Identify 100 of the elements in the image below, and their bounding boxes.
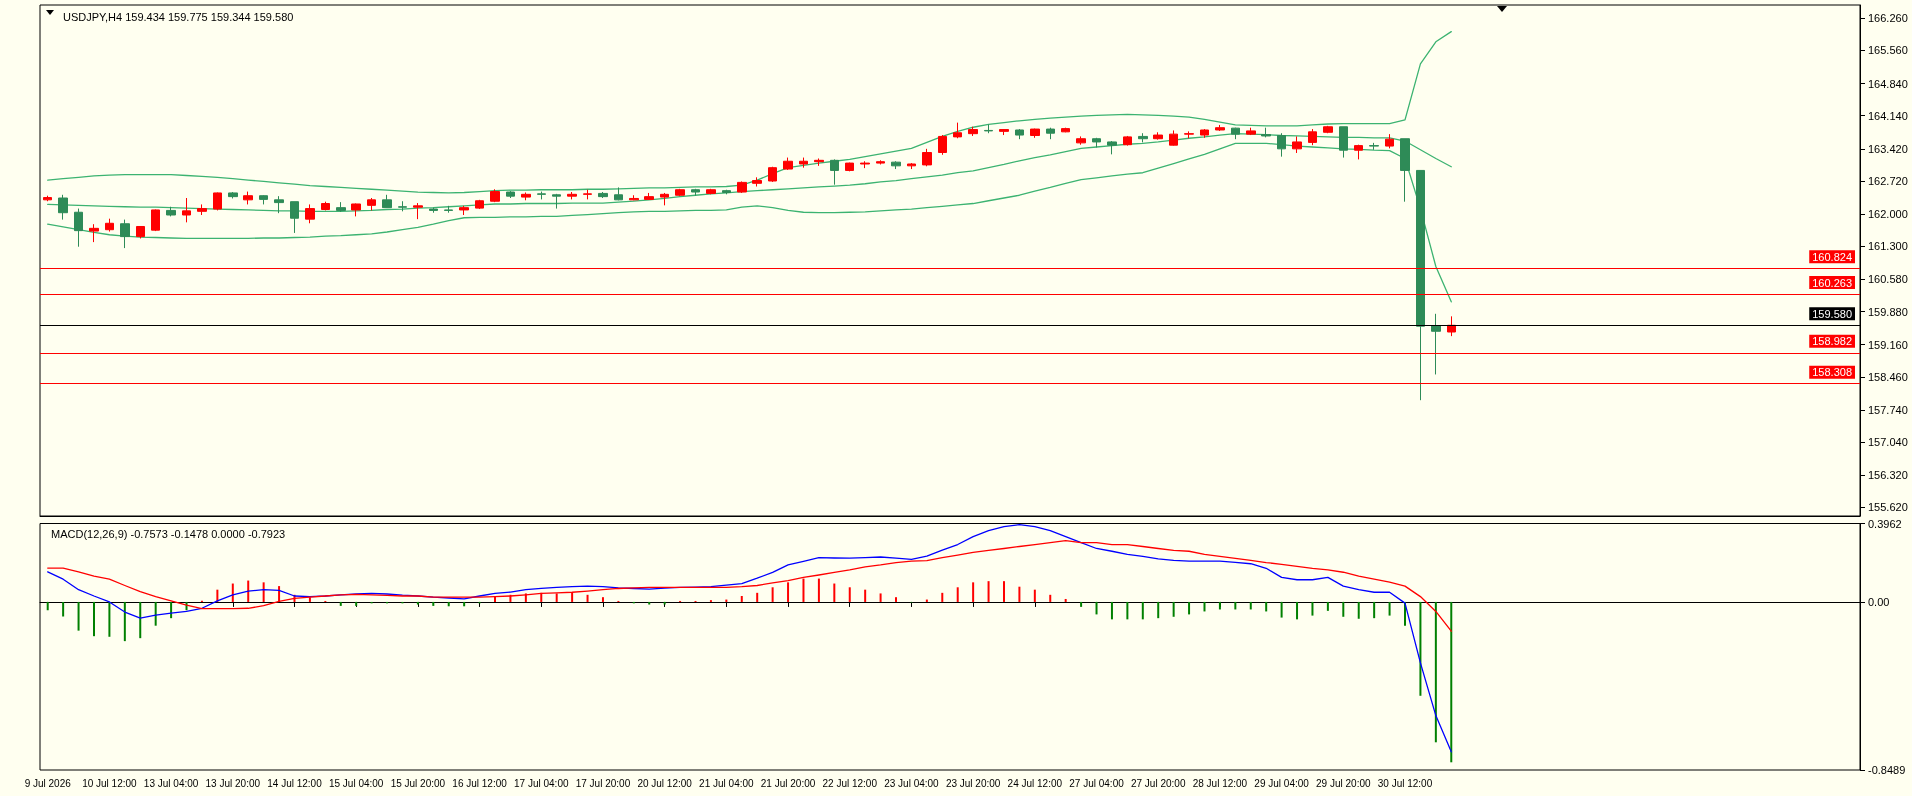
- y-tick-label: 163.420: [1868, 142, 1908, 155]
- line-series: [47, 539, 1452, 632]
- x-tick-label: 13 Jul 04:00: [143, 777, 199, 789]
- candlestick: [151, 208, 160, 232]
- bar: [1234, 601, 1237, 610]
- y-tick-label: 166.260: [1868, 12, 1908, 25]
- candlestick: [1416, 169, 1425, 401]
- ref-line-label: 160.824: [1812, 250, 1852, 263]
- candlestick: [1138, 132, 1148, 143]
- bar: [648, 601, 651, 605]
- candlestick: [305, 203, 315, 224]
- bar: [1419, 601, 1422, 696]
- candlestick: [614, 186, 623, 201]
- bar: [170, 601, 173, 619]
- candlestick: [1030, 128, 1040, 139]
- candlestick: [43, 195, 52, 202]
- candlestick: [351, 203, 361, 217]
- bar: [1188, 601, 1191, 615]
- candlestick: [1231, 127, 1240, 140]
- candlestick: [891, 160, 901, 170]
- x-tick-label: 20 Jul 12:00: [637, 777, 693, 789]
- candlestick: [860, 160, 870, 169]
- x-tick-label: 29 Jul 04:00: [1254, 777, 1310, 789]
- candlestick: [1200, 128, 1209, 139]
- candlestick: [1215, 124, 1225, 132]
- candlestick: [259, 194, 268, 205]
- bar: [740, 596, 743, 602]
- x-tick-label: 23 Jul 04:00: [884, 777, 940, 789]
- y-tick-label: 161.300: [1868, 240, 1908, 253]
- y-tick-label: 162.000: [1868, 208, 1908, 221]
- candlestick: [567, 191, 577, 200]
- x-tick-label: 24 Jul 12:00: [1007, 777, 1063, 789]
- candlestick: [660, 192, 669, 206]
- candlestick: [321, 201, 330, 211]
- candlestick: [1277, 132, 1286, 158]
- y-tick-label: 156.320: [1868, 469, 1908, 482]
- bar: [262, 582, 265, 602]
- bar: [1249, 601, 1252, 610]
- candlestick: [105, 218, 114, 233]
- candlestick: [1339, 126, 1348, 159]
- candlestick: [629, 194, 639, 201]
- bar: [1388, 601, 1391, 616]
- bar: [1296, 601, 1299, 620]
- candlestick: [120, 219, 130, 249]
- bar: [771, 587, 774, 602]
- candlestick: [830, 158, 839, 186]
- bar: [1110, 601, 1113, 620]
- y-tick-label: 0.3962: [1868, 517, 1902, 530]
- bar: [1265, 601, 1268, 612]
- bar: [987, 581, 990, 602]
- bar: [123, 601, 126, 642]
- candlestick: [1169, 129, 1178, 147]
- candlestick: [706, 188, 716, 195]
- bar: [92, 601, 95, 637]
- candlestick: [938, 134, 947, 156]
- candlestick: [1292, 135, 1302, 154]
- candlestick: [1431, 313, 1441, 375]
- x-tick-label: 14 Jul 12:00: [267, 777, 323, 789]
- candlestick: [722, 189, 731, 195]
- y-tick-label: 164.140: [1868, 109, 1908, 122]
- candlestick: [382, 194, 392, 209]
- x-tick-label: 15 Jul 04:00: [328, 777, 384, 789]
- candlestick: [1061, 127, 1070, 133]
- y-tick-label: 164.840: [1868, 77, 1908, 90]
- text: USDJPY,H4 159.434 159.775 159.344 159.580: [63, 10, 294, 23]
- y-tick-label: 157.040: [1868, 436, 1908, 449]
- y-tick-label: 165.560: [1868, 44, 1908, 57]
- candlestick: [398, 200, 407, 212]
- bar: [972, 582, 975, 602]
- chart-title: MACD(12,26,9) -0.7573 -0.1478 0.0000 -0.7923: [51, 527, 286, 540]
- candlestick: [213, 191, 222, 211]
- bar: [1095, 601, 1098, 615]
- bar: [571, 592, 574, 602]
- x-tick-label: 21 Jul 04:00: [699, 777, 755, 789]
- candlestick: [999, 128, 1009, 136]
- candlestick: [1400, 138, 1410, 203]
- x-tick-label: 10 Jul 12:00: [82, 777, 138, 789]
- candlestick: [1184, 130, 1194, 139]
- bar: [77, 601, 80, 631]
- bar: [1172, 601, 1175, 617]
- bar: [879, 593, 882, 602]
- bar: [1450, 601, 1453, 763]
- ref-line-label: 160.263: [1812, 276, 1852, 289]
- x-tick-label: 30 Jul 12:00: [1377, 777, 1433, 789]
- candlestick: [367, 197, 376, 211]
- bar: [1157, 601, 1160, 619]
- bar: [1342, 601, 1345, 617]
- candlestick: [490, 188, 500, 203]
- bar: [817, 578, 820, 602]
- bar: [62, 601, 65, 617]
- y-tick-label: 0.00: [1868, 595, 1890, 608]
- candlestick: [1153, 131, 1163, 141]
- bar: [555, 593, 558, 602]
- candlestick: [444, 205, 453, 214]
- bar: [833, 583, 836, 602]
- candlestick: [598, 191, 608, 199]
- candlestick: [243, 191, 253, 205]
- candlestick: [537, 191, 546, 200]
- bar: [956, 587, 959, 602]
- candlestick: [1369, 142, 1379, 151]
